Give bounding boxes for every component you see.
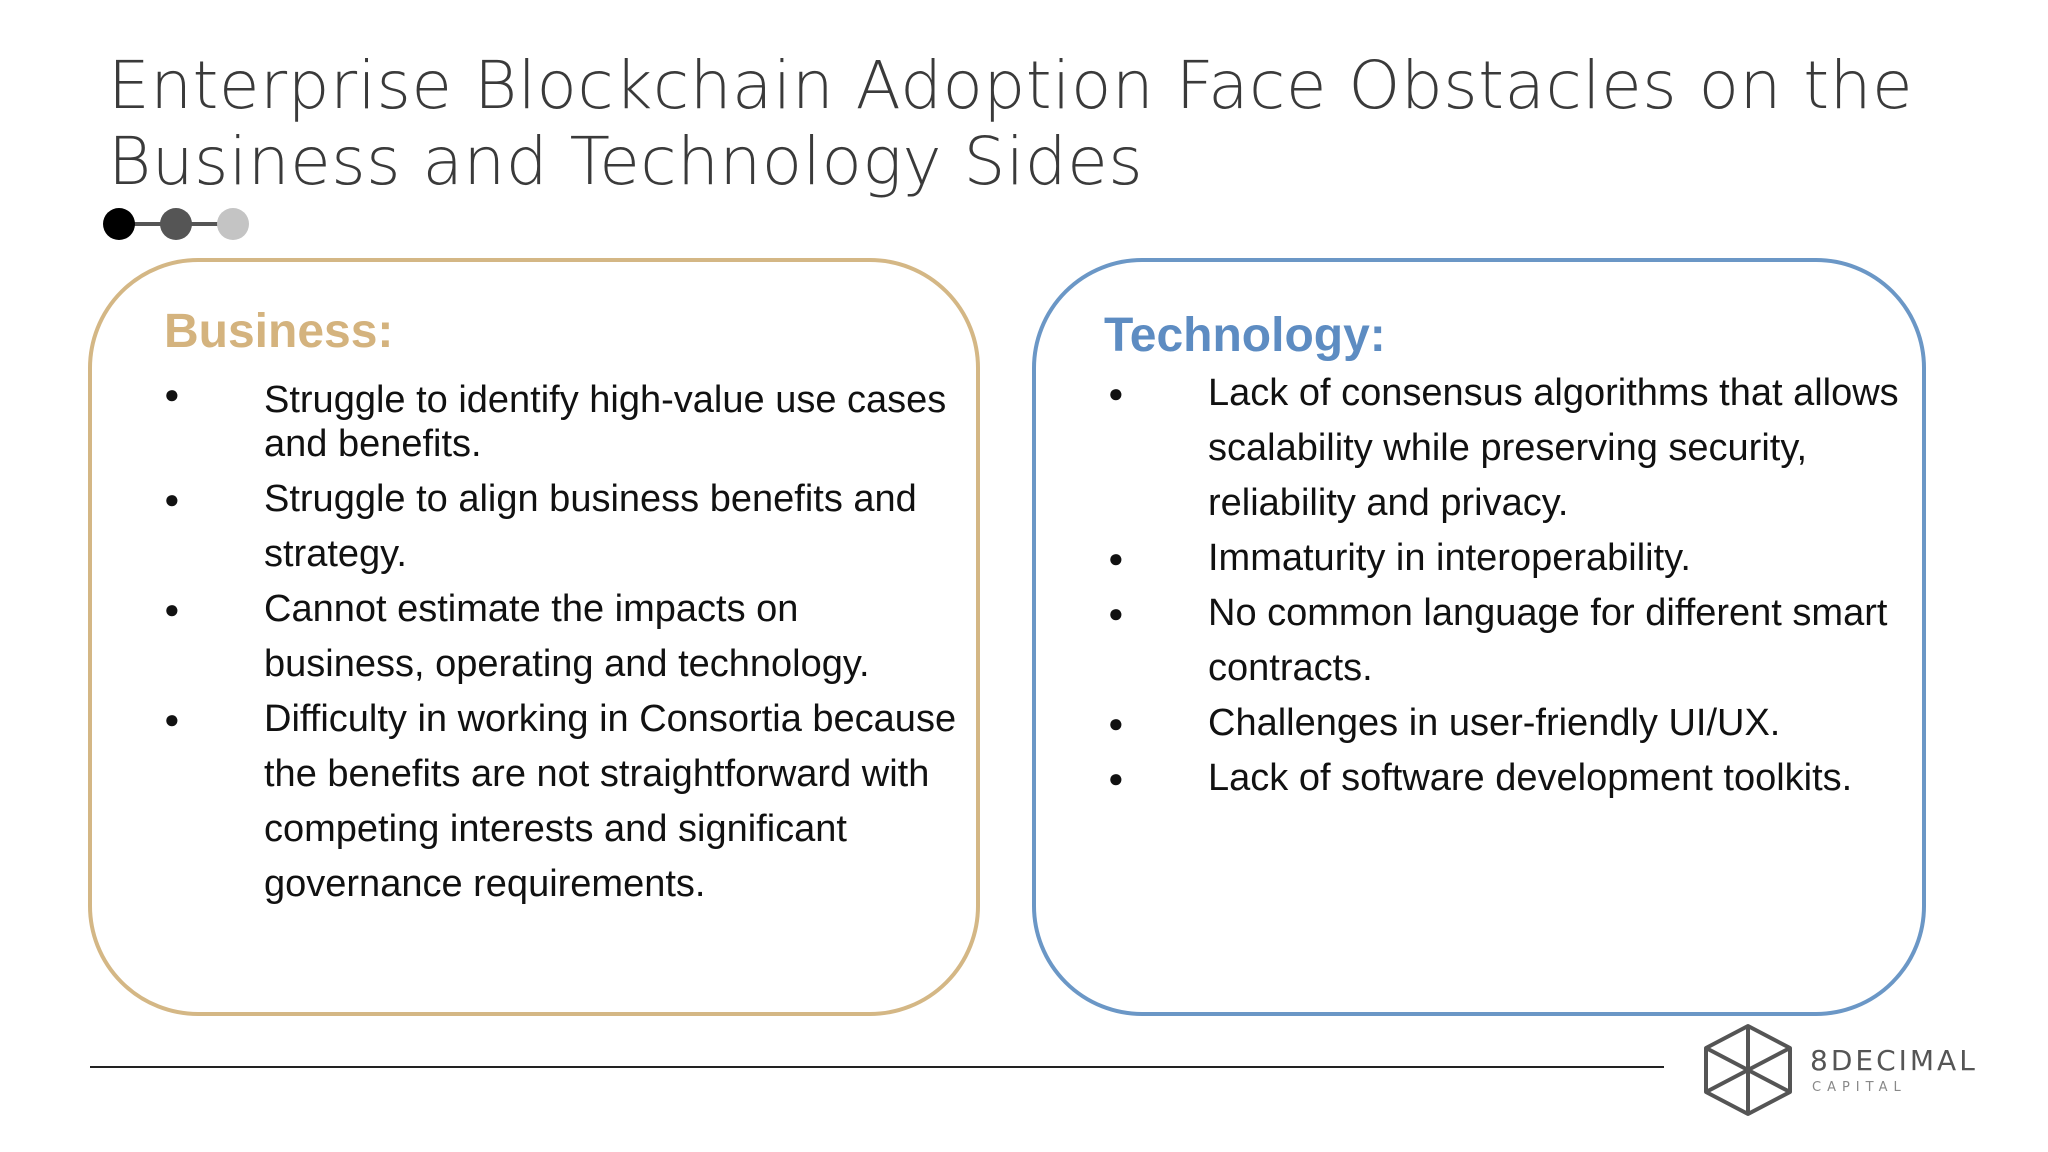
slide-title: Enterprise Blockchain Adoption Face Obst… <box>108 47 1914 200</box>
footer-divider <box>90 1066 1664 1068</box>
list-item: Lack of software development toolkits. <box>1108 751 1908 806</box>
list-item: Immaturity in interoperability. <box>1108 531 1908 586</box>
list-item: Cannot estimate the impacts on business,… <box>164 582 964 692</box>
cube-icon <box>1704 1024 1792 1116</box>
technology-heading: Technology: <box>1104 309 1386 362</box>
list-item: Difficulty in working in Consortia becau… <box>164 692 964 912</box>
list-item: Struggle to align business benefits and … <box>164 472 964 582</box>
list-item: Struggle to identify high-value use case… <box>164 372 964 472</box>
logo-subtitle: CAPITAL <box>1812 1080 1907 1095</box>
list-item: Challenges in user-friendly UI/UX. <box>1108 696 1908 751</box>
technology-list: Lack of consensus algorithms that allows… <box>1108 366 1908 806</box>
company-logo: 8DECIMAL CAPITAL <box>1698 1020 2008 1120</box>
progress-dots-icon <box>103 208 249 240</box>
list-item: No common language for different smart c… <box>1108 586 1908 696</box>
business-list: Struggle to identify high-value use case… <box>164 372 964 912</box>
business-panel: Business: Struggle to identify high-valu… <box>88 258 980 1016</box>
technology-panel: Technology: Lack of consensus algorithms… <box>1032 258 1926 1016</box>
business-heading: Business: <box>164 305 394 358</box>
list-item: Lack of consensus algorithms that allows… <box>1108 366 1908 531</box>
logo-name: 8DECIMAL <box>1810 1044 1978 1077</box>
